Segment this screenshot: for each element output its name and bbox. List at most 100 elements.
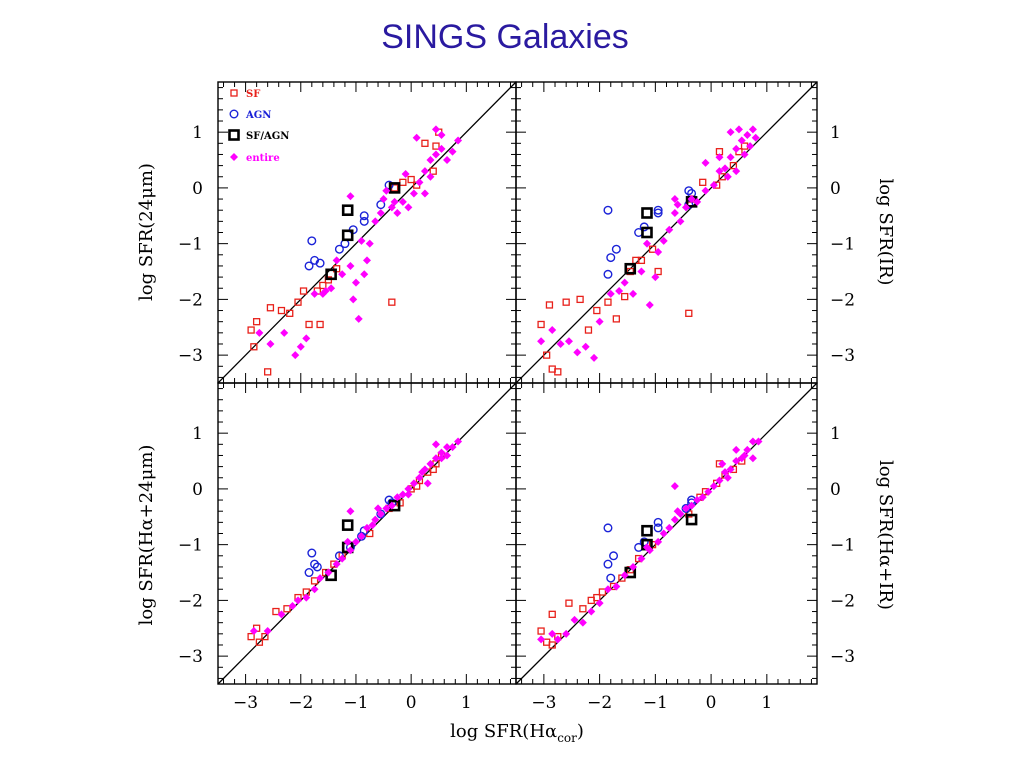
data-point [346, 507, 355, 516]
data-point [673, 507, 682, 516]
data-point [437, 144, 446, 153]
y-tick-label: −2 [178, 290, 203, 310]
data-point [272, 607, 280, 616]
y-tick-label: −2 [178, 591, 203, 611]
data-point [437, 448, 446, 457]
x-tick-label: 1 [461, 693, 472, 713]
legend-label: SF [246, 89, 260, 100]
data-point [325, 268, 337, 281]
data-point [431, 440, 440, 449]
data-point [543, 351, 551, 359]
data-point [349, 295, 358, 304]
data-point [641, 226, 653, 239]
one-to-one-line [515, 81, 818, 384]
data-point [603, 269, 613, 279]
data-point [645, 300, 654, 309]
data-point [338, 270, 347, 279]
data-point [653, 205, 663, 215]
data-point [564, 337, 573, 346]
slide-title: SINGS Galaxies [381, 18, 629, 56]
data-point [247, 326, 255, 334]
data-point [556, 339, 565, 348]
data-point [288, 601, 297, 610]
data-point [286, 309, 294, 317]
data-point [334, 244, 344, 254]
data-point [737, 136, 746, 145]
data-point [548, 629, 557, 638]
data-point [621, 292, 629, 301]
y-tick-label: 0 [830, 480, 841, 500]
data-point [363, 523, 371, 532]
data-point [665, 225, 674, 234]
data-point [641, 207, 653, 219]
data-point [418, 468, 427, 477]
data-point [620, 571, 629, 580]
data-point [537, 337, 546, 346]
data-point [376, 200, 386, 210]
data-point [432, 142, 440, 150]
data-point [294, 596, 303, 605]
data-point [609, 551, 619, 561]
data-point [676, 217, 685, 226]
data-point [266, 339, 275, 348]
data-point [346, 261, 355, 270]
data-point [554, 368, 562, 376]
panel-4: 1 0 −1 −2 −3 −3 −2 −1 0 1 log SFR(Hα+IR) [515, 382, 896, 713]
data-point [393, 493, 402, 502]
data-point [310, 289, 319, 298]
y-axis-label: log SFR(Hα+24μm) [136, 445, 157, 626]
data-point [670, 482, 679, 491]
data-point [426, 459, 435, 468]
data-point [325, 569, 337, 582]
series-entire [537, 437, 763, 644]
data-point [302, 593, 311, 602]
data-point [685, 513, 698, 526]
data-point [579, 605, 587, 613]
x-axis-label: log SFR(Hαcor) [450, 721, 584, 745]
data-point [341, 229, 354, 242]
data-point [715, 153, 724, 162]
data-point [443, 156, 452, 165]
data-point [659, 236, 668, 245]
data-point [437, 454, 446, 463]
data-point [371, 217, 380, 226]
data-point [595, 317, 604, 326]
data-point [704, 487, 713, 496]
data-point [374, 504, 383, 513]
y-tick-label: 0 [192, 179, 203, 199]
data-point [603, 523, 613, 533]
data-point [732, 144, 741, 153]
y-tick-label: −1 [178, 235, 203, 255]
data-point [401, 169, 410, 178]
data-point [431, 454, 440, 463]
data-point [698, 493, 707, 502]
data-point [443, 451, 452, 460]
data-point [721, 164, 730, 173]
data-point [429, 167, 437, 175]
data-point [726, 465, 735, 474]
x-tick-label: −3 [233, 693, 258, 713]
data-point [545, 301, 554, 309]
data-point [264, 368, 272, 376]
data-point [310, 559, 320, 569]
data-point [296, 342, 305, 351]
data-point [448, 443, 457, 452]
series-entire [537, 125, 760, 362]
data-point [629, 562, 638, 571]
data-point [701, 158, 710, 167]
data-point [659, 529, 668, 538]
data-point [699, 178, 707, 186]
data-point [255, 638, 264, 646]
data-point [721, 468, 730, 477]
x-tick-label: −1 [643, 693, 668, 713]
y-tick-label: −1 [178, 536, 203, 556]
data-point [740, 451, 749, 460]
legend-marker [229, 109, 239, 119]
data-point [590, 353, 599, 362]
data-point [283, 605, 291, 613]
data-point [604, 298, 612, 306]
data-point [354, 314, 363, 323]
data-point [437, 130, 446, 139]
data-point [754, 437, 763, 446]
